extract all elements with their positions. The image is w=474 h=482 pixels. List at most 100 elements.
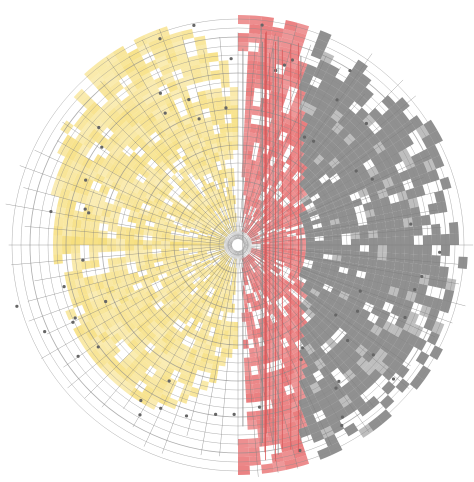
cell <box>97 331 111 344</box>
cell <box>351 304 363 315</box>
cell <box>328 380 342 393</box>
cell <box>260 25 273 36</box>
cell <box>429 265 440 277</box>
cell <box>161 279 172 288</box>
cell <box>340 255 351 263</box>
spoke <box>242 95 416 242</box>
cell <box>249 206 255 216</box>
cell <box>50 185 63 198</box>
cell <box>355 163 368 175</box>
cell <box>203 164 211 175</box>
cell <box>317 446 332 460</box>
cell <box>247 254 255 263</box>
cell <box>113 304 125 315</box>
cell <box>197 242 207 245</box>
cell <box>297 164 308 175</box>
cell <box>287 207 297 216</box>
cell <box>275 205 284 214</box>
cell <box>305 308 316 319</box>
cell <box>161 245 171 250</box>
cell <box>166 336 177 348</box>
cell <box>393 139 407 153</box>
cell <box>89 252 99 261</box>
cell <box>184 122 195 134</box>
cell <box>79 185 91 197</box>
cell <box>457 256 468 270</box>
cell <box>423 317 436 332</box>
cell <box>250 250 260 255</box>
dot <box>290 58 294 62</box>
cell <box>404 253 414 264</box>
cell <box>112 45 128 60</box>
spoke <box>56 140 233 243</box>
cell <box>272 265 282 273</box>
cell <box>53 225 63 236</box>
cell <box>116 238 126 245</box>
cell <box>244 105 253 115</box>
cell <box>264 222 274 229</box>
cell <box>225 205 230 215</box>
cell <box>401 208 412 219</box>
cell <box>314 183 326 194</box>
cell <box>56 166 69 179</box>
cell <box>134 245 144 251</box>
cell <box>129 327 141 339</box>
cell <box>301 299 312 309</box>
dot <box>229 57 233 61</box>
dot <box>420 274 424 279</box>
cell <box>108 59 123 74</box>
cell <box>210 256 219 263</box>
dot <box>81 258 85 262</box>
cell <box>64 271 75 282</box>
dot <box>73 316 77 320</box>
cell <box>73 210 84 221</box>
cell <box>67 190 80 202</box>
cell <box>413 185 426 198</box>
spoke <box>203 50 238 240</box>
cell <box>120 316 133 328</box>
dot <box>438 250 442 254</box>
cell <box>252 282 259 292</box>
cell <box>184 356 195 368</box>
cell <box>187 111 198 123</box>
cell <box>220 264 227 273</box>
cell <box>246 255 253 264</box>
cell <box>322 230 333 237</box>
cell <box>309 139 321 151</box>
cell <box>289 342 299 354</box>
cell <box>212 355 221 366</box>
cell <box>154 165 165 176</box>
cell <box>281 122 292 134</box>
cell <box>174 266 185 273</box>
cell <box>150 310 161 321</box>
cell <box>290 147 300 158</box>
cell <box>208 253 217 259</box>
cell <box>153 179 165 190</box>
cell <box>380 136 394 150</box>
cell <box>269 238 279 242</box>
cell <box>232 213 236 223</box>
cell <box>149 346 162 359</box>
cell <box>253 301 260 311</box>
cell <box>333 387 347 401</box>
dot <box>76 354 80 358</box>
cell <box>161 232 171 238</box>
cell <box>251 374 260 385</box>
cell <box>137 392 150 406</box>
cell <box>255 69 266 81</box>
cell <box>152 245 162 250</box>
cell <box>387 130 401 145</box>
cell <box>324 326 336 338</box>
cell <box>410 272 421 284</box>
cell <box>373 274 384 284</box>
cell <box>278 249 288 253</box>
cell <box>203 135 212 147</box>
cell <box>108 315 121 327</box>
cell <box>246 321 252 331</box>
cell <box>179 238 189 243</box>
cell <box>215 319 222 330</box>
cell <box>110 332 123 345</box>
cell <box>351 321 363 333</box>
cell <box>155 127 167 140</box>
cell <box>108 264 119 273</box>
